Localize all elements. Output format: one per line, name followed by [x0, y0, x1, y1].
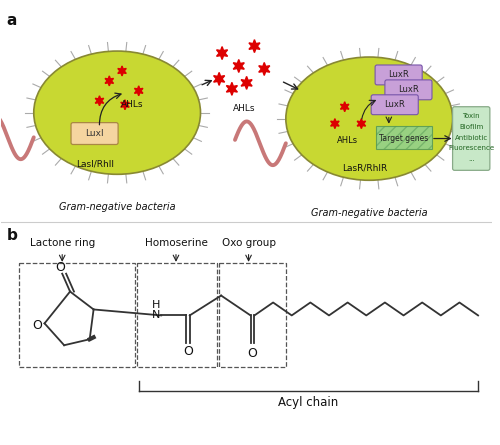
Text: LasI/RhlI: LasI/RhlI: [76, 159, 114, 168]
Text: Biofilm: Biofilm: [459, 124, 483, 129]
Polygon shape: [105, 76, 114, 86]
Text: AHLs: AHLs: [120, 100, 143, 109]
Polygon shape: [226, 82, 237, 95]
Text: LuxR: LuxR: [398, 85, 419, 94]
Text: O: O: [183, 345, 192, 358]
FancyBboxPatch shape: [385, 80, 432, 100]
Text: LasR/RhlR: LasR/RhlR: [342, 163, 387, 172]
Text: Lactone ring: Lactone ring: [30, 238, 95, 248]
Text: Homoserine: Homoserine: [144, 238, 208, 248]
Polygon shape: [216, 47, 228, 60]
Text: b: b: [6, 228, 17, 243]
Text: LuxI: LuxI: [86, 129, 104, 138]
Text: O: O: [32, 319, 42, 332]
Text: Gram-negative bacteria: Gram-negative bacteria: [311, 208, 428, 218]
Polygon shape: [241, 77, 252, 89]
Text: ...: ...: [468, 156, 474, 162]
Text: AHLs: AHLs: [234, 104, 256, 113]
Text: Toxin: Toxin: [462, 113, 480, 119]
Ellipse shape: [34, 51, 200, 174]
Text: Gram-negative bacteria: Gram-negative bacteria: [59, 202, 176, 212]
Text: Acyl chain: Acyl chain: [278, 396, 338, 409]
Text: LuxR: LuxR: [388, 70, 409, 79]
Text: a: a: [6, 13, 16, 28]
Bar: [219, 263, 286, 367]
Text: Antibiotic: Antibiotic: [454, 134, 488, 141]
Polygon shape: [118, 66, 126, 76]
FancyBboxPatch shape: [71, 123, 118, 145]
Polygon shape: [258, 62, 270, 75]
FancyBboxPatch shape: [452, 107, 490, 170]
Text: Oxo group: Oxo group: [222, 238, 276, 248]
FancyBboxPatch shape: [376, 125, 432, 150]
Polygon shape: [357, 119, 366, 129]
Text: LuxR: LuxR: [384, 100, 405, 109]
Text: Target genes: Target genes: [379, 134, 428, 143]
Polygon shape: [330, 119, 339, 129]
Polygon shape: [120, 100, 129, 110]
FancyBboxPatch shape: [371, 95, 418, 115]
Bar: [19, 263, 135, 367]
Text: Fluorescence: Fluorescence: [448, 146, 494, 151]
Polygon shape: [233, 60, 244, 73]
FancyBboxPatch shape: [375, 65, 422, 85]
Ellipse shape: [286, 57, 452, 180]
Polygon shape: [340, 102, 349, 112]
Polygon shape: [95, 96, 104, 106]
Text: AHLs: AHLs: [337, 136, 358, 145]
Polygon shape: [214, 73, 224, 85]
Text: O: O: [56, 261, 65, 274]
Text: O: O: [248, 347, 258, 360]
Text: H: H: [152, 300, 160, 311]
Polygon shape: [249, 40, 260, 53]
Text: N: N: [152, 311, 160, 320]
Bar: [136, 263, 217, 367]
Polygon shape: [134, 86, 143, 96]
